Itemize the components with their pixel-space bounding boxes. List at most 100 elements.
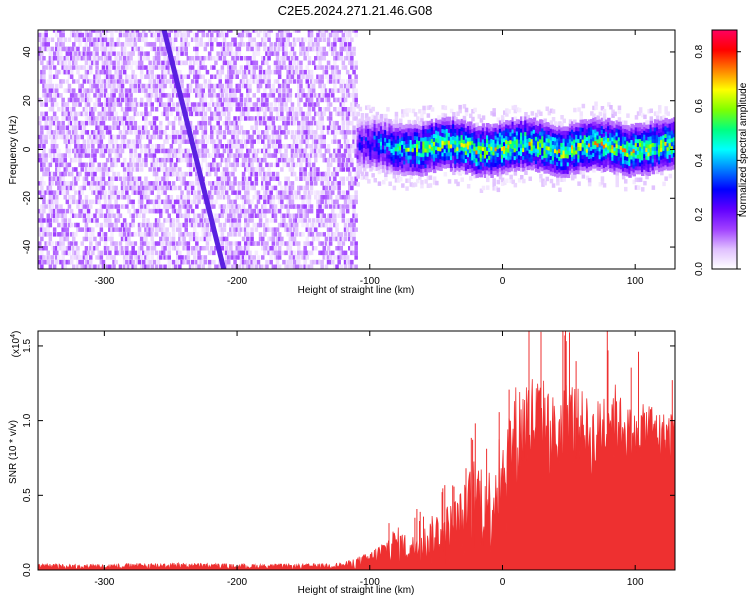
heatmap-cell <box>401 109 405 114</box>
heatmap-cell <box>103 32 108 38</box>
heatmap-cell <box>341 32 346 38</box>
heatmap-cell <box>74 139 78 144</box>
heatmap-cell <box>131 125 135 130</box>
heatmap-cell <box>248 42 252 47</box>
heatmap-cell <box>195 218 199 223</box>
heatmap-cell <box>271 88 276 93</box>
heatmap-cell <box>122 246 127 251</box>
heatmap-cell <box>352 51 356 56</box>
heatmap-cell <box>311 162 316 168</box>
heatmap-cell <box>392 123 397 128</box>
heatmap-cell <box>55 199 59 205</box>
heatmap-cell <box>161 199 165 205</box>
heatmap-cell <box>348 264 352 269</box>
heatmap-cell <box>360 128 365 134</box>
heatmap-cell <box>144 107 148 112</box>
heatmap-cell <box>420 144 424 150</box>
heatmap-cell <box>382 121 386 126</box>
heatmap-cell <box>388 126 392 132</box>
heatmap-cell <box>144 56 148 61</box>
heatmap-cell <box>97 69 101 75</box>
heatmap-cell <box>294 213 299 218</box>
heatmap-cell <box>188 162 193 168</box>
heatmap-cell <box>233 241 237 246</box>
heatmap-cell <box>207 30 212 33</box>
heatmap-cell <box>367 120 371 125</box>
heatmap-cell <box>210 153 214 158</box>
heatmap-cell <box>314 176 318 181</box>
heatmap-cell <box>229 102 233 107</box>
heatmap-cell <box>326 102 331 107</box>
heatmap-cell <box>184 102 188 107</box>
heatmap-cell <box>386 150 390 155</box>
heatmap-cell <box>316 30 320 33</box>
heatmap-cell <box>148 83 152 89</box>
heatmap-cell <box>59 51 63 56</box>
heatmap-cell <box>188 60 193 66</box>
heatmap-cell <box>362 163 367 168</box>
heatmap-cell <box>116 213 121 218</box>
heatmap-cell <box>288 74 293 79</box>
heatmap-cell <box>356 150 360 156</box>
heatmap-cell <box>333 171 337 177</box>
heatmap-cell <box>108 139 112 144</box>
heatmap-cell <box>74 93 78 98</box>
heatmap-cell <box>133 144 138 149</box>
heatmap-cell <box>76 255 80 260</box>
heatmap-cell <box>390 164 394 169</box>
heatmap-cell <box>337 107 341 112</box>
heatmap-cell <box>269 259 273 265</box>
heatmap-cell <box>167 120 171 126</box>
heatmap-cell <box>233 222 237 228</box>
heatmap-cell <box>263 246 267 251</box>
heatmap-cell <box>320 74 324 79</box>
heatmap-cell <box>224 107 229 112</box>
heatmap-cell <box>297 246 301 251</box>
heatmap-cell <box>345 195 350 200</box>
heatmap-cell <box>82 264 87 269</box>
heatmap-cell <box>167 153 171 158</box>
heatmap-cell <box>139 190 144 195</box>
heatmap-cell <box>137 60 142 66</box>
heatmap-cell <box>409 174 414 179</box>
heatmap-cell <box>399 145 403 151</box>
heatmap-cell <box>263 144 267 149</box>
heatmap-cell <box>197 65 201 70</box>
heatmap-cell <box>394 131 399 136</box>
heatmap-cell <box>156 30 161 33</box>
heatmap-cell <box>76 30 80 33</box>
heatmap-cell <box>379 156 384 162</box>
heatmap-cell <box>146 250 150 256</box>
heatmap-cell <box>176 46 180 52</box>
heatmap-cell <box>231 51 235 56</box>
heatmap-cell <box>222 51 227 56</box>
heatmap-cell <box>50 241 55 246</box>
heatmap-cell <box>152 157 157 163</box>
heatmap-cell <box>80 199 84 205</box>
heatmap-cell <box>326 195 331 200</box>
heatmap-cell <box>252 208 256 214</box>
heatmap-cell <box>156 167 161 172</box>
heatmap-cell <box>129 42 133 47</box>
heatmap-cell <box>201 116 205 121</box>
heatmap-cell <box>354 190 358 195</box>
heatmap-cell <box>250 144 254 149</box>
heatmap-cell <box>210 42 214 47</box>
heatmap-cell <box>244 241 248 246</box>
heatmap-cell <box>371 161 375 166</box>
heatmap-cell <box>235 69 239 75</box>
heatmap-cell <box>69 171 74 177</box>
heatmap-cell <box>91 83 95 89</box>
heatmap-cell <box>65 181 70 186</box>
heatmap-cell <box>290 204 295 209</box>
heatmap-cell <box>280 111 284 117</box>
heatmap-cell <box>358 165 363 170</box>
heatmap-cell <box>224 264 229 269</box>
heatmap-cell <box>288 51 293 56</box>
heatmap-cell <box>409 162 414 168</box>
heatmap-cell <box>396 162 401 168</box>
heatmap-cell <box>57 255 61 260</box>
heatmap-cell <box>38 125 42 130</box>
heatmap-cell <box>322 171 326 177</box>
heatmap-cell <box>301 134 305 140</box>
